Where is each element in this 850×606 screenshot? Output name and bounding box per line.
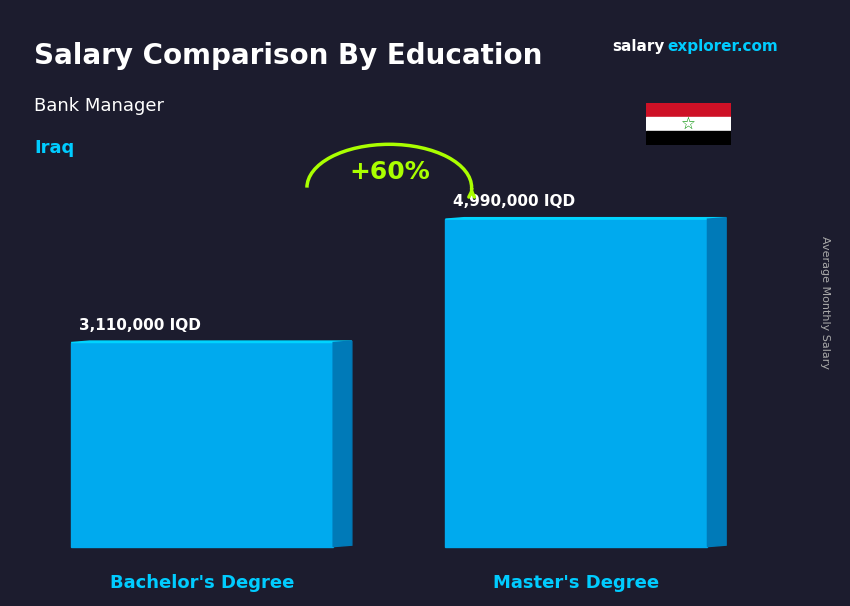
Text: 4,990,000 IQD: 4,990,000 IQD [453, 195, 575, 209]
Bar [445, 219, 707, 547]
Text: Bank Manager: Bank Manager [34, 97, 164, 115]
Text: Average Monthly Salary: Average Monthly Salary [819, 236, 830, 370]
Polygon shape [333, 341, 352, 547]
Bar [646, 103, 731, 117]
Bar [71, 342, 333, 547]
Text: explorer.com: explorer.com [667, 39, 778, 55]
Polygon shape [707, 218, 726, 547]
Polygon shape [71, 341, 352, 342]
Text: salary: salary [612, 39, 665, 55]
Text: 3,110,000 IQD: 3,110,000 IQD [79, 318, 201, 333]
Polygon shape [445, 218, 726, 219]
Bar [646, 117, 731, 132]
Text: Salary Comparison By Education: Salary Comparison By Education [34, 42, 542, 70]
Text: +60%: +60% [348, 160, 429, 184]
Text: ☆: ☆ [681, 115, 696, 133]
Bar [646, 132, 731, 145]
Text: Bachelor's Degree: Bachelor's Degree [110, 574, 294, 592]
Text: Master's Degree: Master's Degree [493, 574, 660, 592]
Text: Iraq: Iraq [34, 139, 74, 158]
